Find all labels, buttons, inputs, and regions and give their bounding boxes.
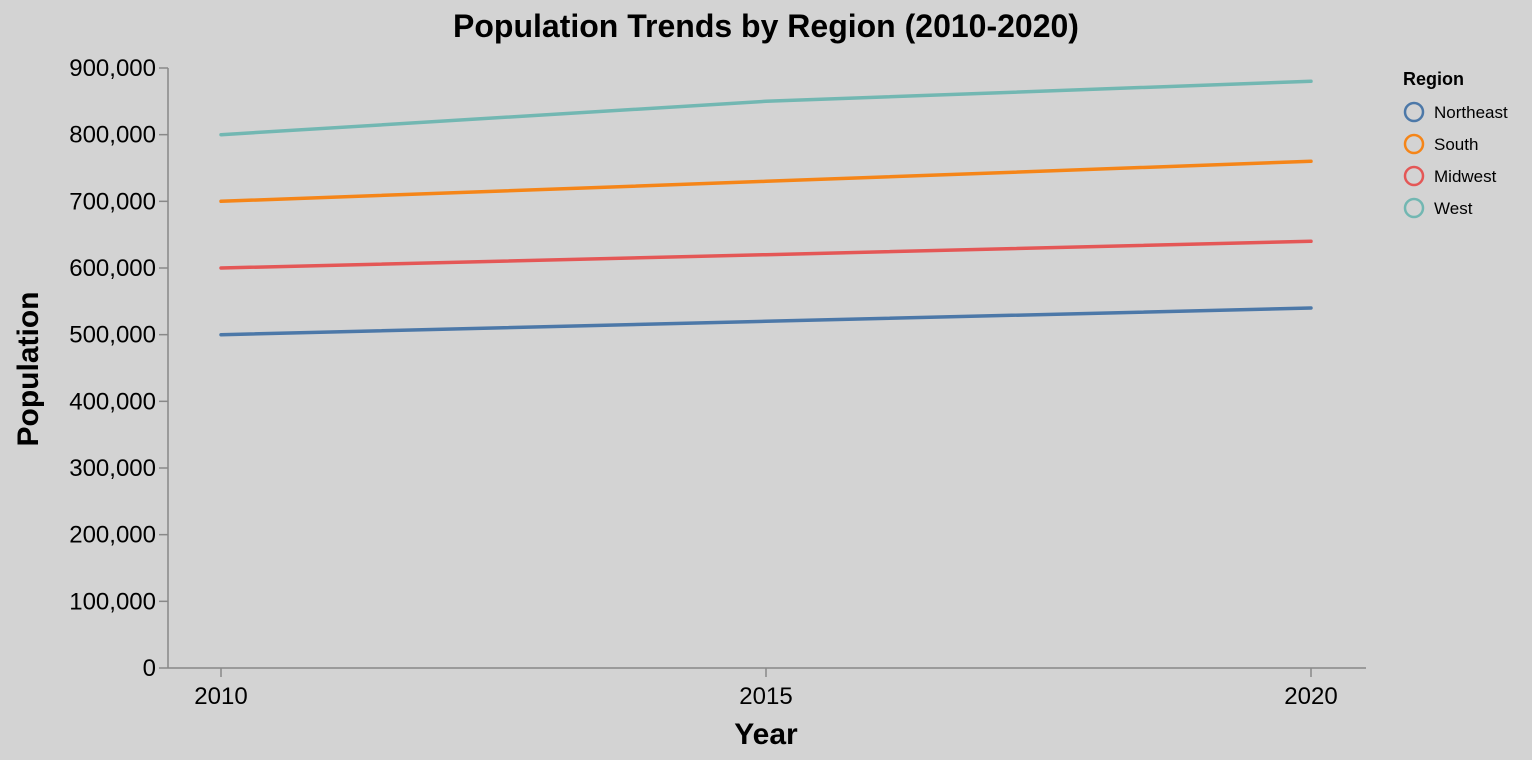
y-tick-label: 700,000 xyxy=(69,188,156,215)
series-line-northeast xyxy=(219,306,1313,337)
legend-title: Region xyxy=(1403,69,1464,89)
legend-label: South xyxy=(1434,135,1478,154)
y-tick-label: 200,000 xyxy=(69,522,156,549)
legend-symbol xyxy=(1403,133,1425,155)
y-tick-label: 900,000 xyxy=(69,55,156,82)
series-layer xyxy=(219,79,1313,337)
x-tick-label: 2010 xyxy=(194,683,247,710)
y-tick-label: 0 xyxy=(143,655,156,682)
legend-label: West xyxy=(1434,199,1473,218)
y-tick-label: 500,000 xyxy=(69,322,156,349)
y-axis: 0 100,000 200,000 300,000 400,000 500,000 600,… xyxy=(69,55,169,682)
legend-symbol xyxy=(1403,197,1425,219)
legend-item-west: West xyxy=(1403,197,1473,219)
legend-symbol xyxy=(1403,165,1425,187)
y-tick-label: 400,000 xyxy=(69,388,156,415)
legend-label: Northeast xyxy=(1434,103,1508,122)
series-line-midwest xyxy=(219,239,1313,270)
legend-item-south: South xyxy=(1403,133,1478,155)
series-line-south xyxy=(219,159,1313,204)
x-tick-label: 2015 xyxy=(739,683,792,710)
x-axis-title: Year xyxy=(734,718,798,751)
legend-item-midwest: Midwest xyxy=(1403,165,1497,187)
legend-item-northeast: Northeast xyxy=(1403,101,1508,123)
x-axis: 2010 2015 2020 xyxy=(168,667,1366,710)
y-axis-title: Population xyxy=(12,292,45,447)
legend-label: Midwest xyxy=(1434,167,1497,186)
y-tick-label: 100,000 xyxy=(69,588,156,615)
legend-symbol xyxy=(1403,101,1425,123)
legend: Region Northeast South Midwest West xyxy=(1403,69,1508,219)
chart-title: Population Trends by Region (2010-2020) xyxy=(453,8,1079,44)
y-tick-label: 600,000 xyxy=(69,255,156,282)
y-tick-label: 800,000 xyxy=(69,122,156,149)
x-tick-label: 2020 xyxy=(1284,683,1337,710)
series-line-west xyxy=(219,79,1313,137)
y-tick-label: 300,000 xyxy=(69,455,156,482)
